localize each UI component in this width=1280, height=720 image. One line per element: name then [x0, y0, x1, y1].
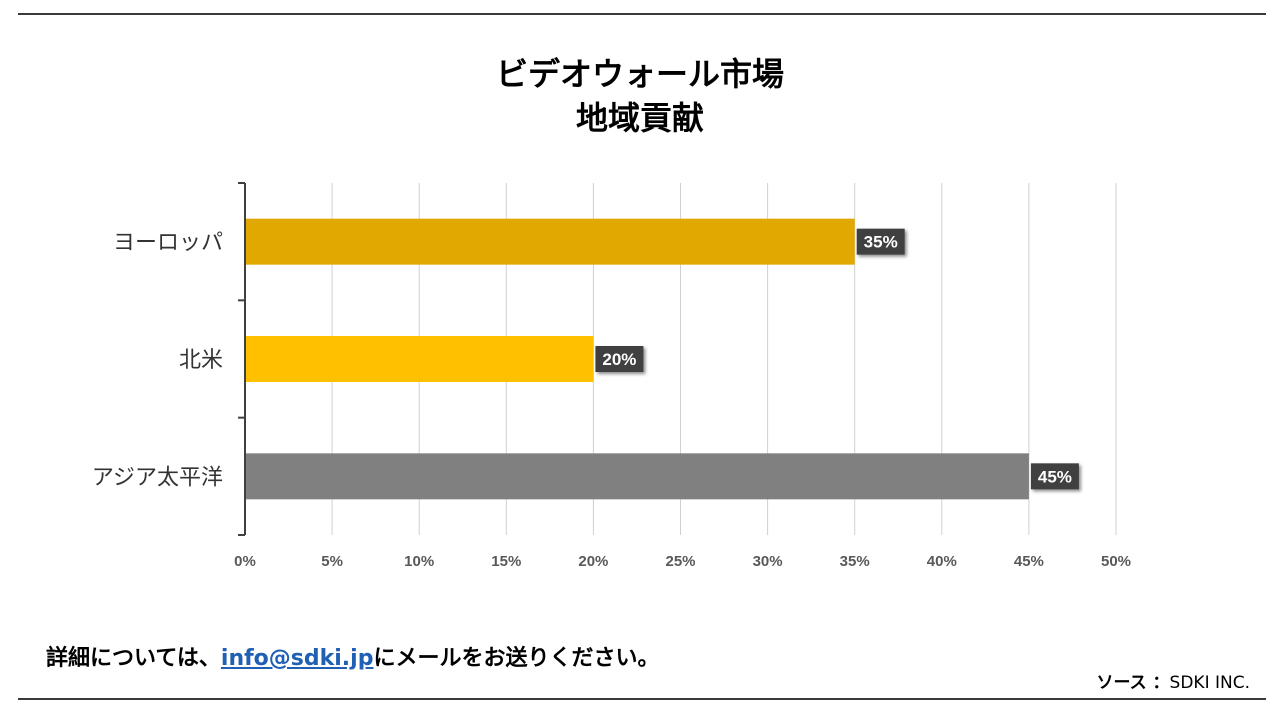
bottom-rule [18, 698, 1266, 700]
data-label: 45% [1038, 467, 1072, 486]
bar [246, 218, 855, 265]
x-tick-label: 5% [321, 553, 343, 570]
bar [246, 453, 1029, 500]
x-tick-label: 30% [753, 553, 783, 570]
category-label: 北米 [179, 348, 223, 373]
data-label-box [595, 346, 644, 372]
contact-email-link[interactable]: info@sdki.jp [220, 646, 374, 671]
data-label-box [1030, 463, 1079, 490]
x-tick-label: 0% [234, 553, 256, 570]
contact-suffix: にメールをお送りください。 [373, 646, 660, 671]
data-label: 20% [602, 350, 636, 369]
x-tick-label: 15% [491, 553, 521, 570]
x-tick-label: 45% [1014, 553, 1044, 570]
x-tick-label: 50% [1101, 553, 1131, 570]
data-label-box [856, 228, 905, 255]
x-tick-label: 40% [927, 553, 957, 570]
x-tick-label: 10% [404, 553, 434, 570]
source-line: ソース ：SDKI INC. [1096, 668, 1250, 693]
source-label: ソース ： [1096, 673, 1170, 693]
x-tick-label: 20% [578, 553, 608, 570]
bar [246, 336, 594, 382]
chart-title: ビデオウォール市場 [495, 55, 784, 93]
x-tick-label: 35% [840, 553, 870, 570]
chart-title-block: ビデオウォール市場 地域貢献 [0, 52, 1280, 140]
contact-prefix: 詳細については、 [46, 646, 221, 671]
data-label: 35% [864, 233, 898, 252]
top-rule [18, 13, 1266, 15]
category-label: アジア太平洋 [92, 465, 223, 490]
contact-line: 詳細については、info@sdki.jpにメールをお送りください。 [46, 640, 659, 672]
x-tick-label: 25% [665, 553, 695, 570]
source-value: SDKI INC. [1169, 673, 1250, 693]
chart-subtitle: 地域貢献 [575, 99, 704, 137]
category-label: ヨーロッパ [113, 231, 223, 256]
